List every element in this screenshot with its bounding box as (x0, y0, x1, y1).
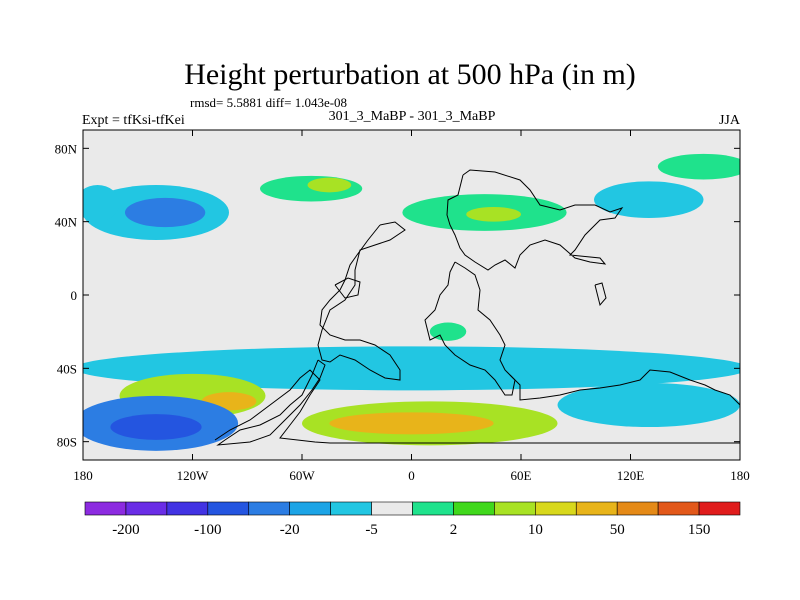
x-tick-label: 0 (408, 468, 415, 483)
colorbar-swatch (535, 501, 577, 516)
colorbar-swatch (84, 501, 127, 516)
america-outline (317, 221, 406, 381)
colorbar-swatch (248, 501, 290, 516)
colorbar-swatch (330, 501, 372, 516)
colorbar-swatch (166, 501, 209, 516)
region-nh-northeast-positive (657, 153, 740, 180)
greenland-outline (334, 277, 361, 299)
region-sh-atlantic-positive (429, 322, 467, 341)
region-nh-pacific-core (124, 197, 206, 228)
colorbar-swatch (575, 501, 618, 516)
y-tick-label: 40N (55, 215, 78, 230)
colorbar-label: -200 (112, 522, 140, 538)
center-label: 301_3_MaBP - 301_3_MaBP (329, 109, 496, 124)
y-tick-label: 80N (55, 141, 78, 156)
colorbar-swatch (616, 501, 659, 516)
colorbar-swatch (453, 501, 495, 516)
colorbar-swatch (412, 501, 454, 516)
region-sh-atlantic-core (329, 412, 494, 435)
colorbar-swatch (657, 501, 700, 516)
colorbar-swatch (207, 501, 250, 516)
region-sh-pacific-core (110, 414, 202, 440)
left-label: Expt = tfKsi-tfKei (82, 113, 185, 128)
colorbar-label: 150 (688, 522, 711, 538)
colorbar-swatch (125, 501, 168, 516)
stats-line: rmsd= 5.5881 diff= 1.043e-08 (190, 95, 347, 110)
africa-outline (424, 261, 516, 396)
x-tick-label: 120E (617, 468, 645, 483)
antarctica-outline (214, 369, 740, 444)
y-axis: 80N 40N 0 40S 80S (55, 141, 740, 450)
region-nh-asia-negative (594, 181, 704, 219)
region-sh-indian-negative (557, 383, 740, 427)
colorbar-label: 2 (450, 522, 458, 538)
x-tick-label: 180 (730, 468, 750, 483)
region-sh-mid-negative-band (83, 346, 740, 391)
colorbar-label: -5 (365, 522, 378, 538)
colorbar-swatch (289, 501, 331, 516)
y-tick-label: 0 (71, 288, 78, 303)
colorbar-label: -20 (280, 522, 300, 538)
region-nh-west-band (83, 185, 120, 222)
island-outline (594, 282, 607, 307)
colorbar-label: 50 (610, 522, 625, 538)
chart-title: Height perturbation at 500 hPa (in m) (184, 58, 636, 91)
colorbar-label: 10 (528, 522, 543, 538)
region-nh-atlantic-core (307, 177, 352, 193)
x-axis: 180 120W 60W 0 60E 120E 180 (73, 130, 750, 483)
x-tick-label: 60E (511, 468, 532, 483)
x-tick-label: 180 (73, 468, 93, 483)
colorbar-label: -100 (194, 522, 222, 538)
y-tick-label: 40S (57, 361, 77, 376)
colorbar-swatch (371, 501, 413, 516)
y-tick-label: 80S (57, 435, 77, 450)
right-label: JJA (719, 113, 741, 128)
region-nh-eurasia-core (466, 207, 521, 222)
colorbar-swatch (494, 501, 536, 516)
continent-outlines (214, 169, 740, 446)
colorbar: -200 -100 -20 -5 2 10 50 150 (84, 501, 741, 538)
colorbar-swatch (698, 501, 741, 516)
x-tick-label: 60W (289, 468, 315, 483)
x-tick-label: 120W (177, 468, 210, 483)
south-america-outline (216, 359, 326, 446)
eurasia-outline (446, 169, 624, 271)
anomaly-fields (83, 153, 740, 451)
